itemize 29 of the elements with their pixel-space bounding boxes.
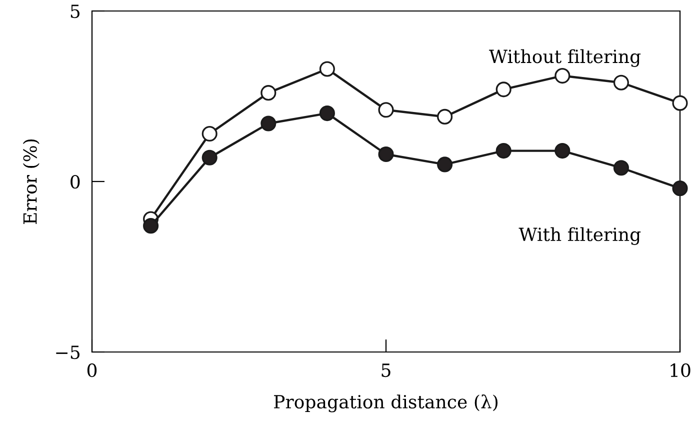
x-tick-label: 0: [87, 363, 97, 378]
point: [554, 143, 570, 159]
point: [260, 116, 276, 132]
text: With filtering: [518, 227, 641, 245]
point: [613, 160, 629, 176]
point: [437, 108, 453, 124]
point: [554, 68, 570, 84]
point: [437, 156, 453, 172]
point: [378, 146, 394, 162]
point: [672, 95, 688, 111]
point: [378, 102, 394, 118]
point: [672, 180, 688, 196]
series-label: Without filtering: [489, 49, 641, 67]
point: [202, 126, 218, 142]
point: [613, 74, 629, 90]
y-tick-label: 0: [70, 174, 80, 189]
point: [143, 218, 159, 234]
y-tick-label: −5: [56, 346, 80, 360]
y-axis-title: Error (%): [22, 139, 40, 224]
x-axis-title: Propagation distance (λ): [274, 394, 498, 412]
x-tick-label: 5: [382, 364, 390, 378]
point: [319, 61, 335, 77]
x-tick-label: 10: [670, 363, 690, 378]
point: [202, 150, 218, 166]
point: [319, 106, 335, 122]
point: [496, 82, 512, 98]
y-tick-label: 5: [70, 4, 80, 18]
point: [496, 143, 512, 159]
point: [260, 85, 276, 101]
